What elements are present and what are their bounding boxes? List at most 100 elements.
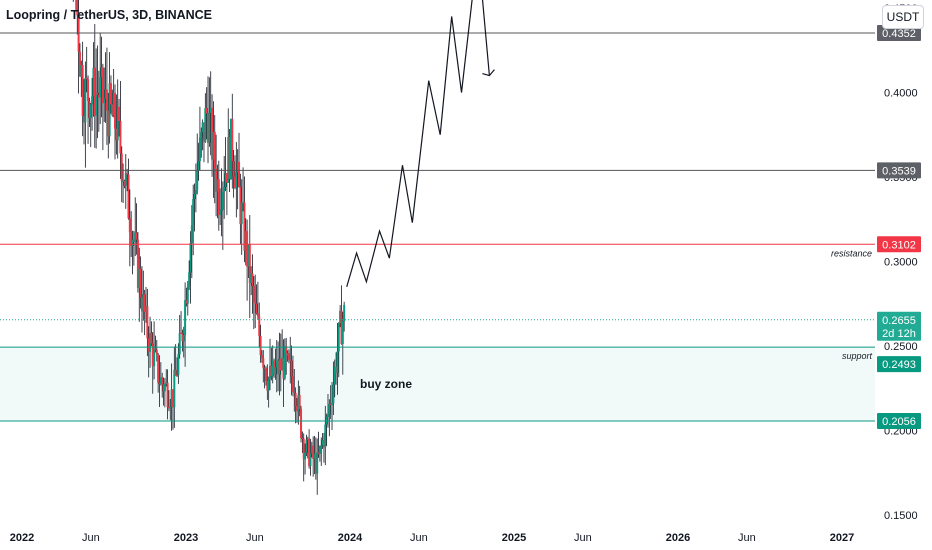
candle-body xyxy=(162,384,165,392)
candle-body xyxy=(326,414,329,417)
candle-body xyxy=(329,404,332,406)
candle-body xyxy=(112,92,115,116)
candle-body xyxy=(228,137,231,179)
x-tick-label: 2023 xyxy=(174,532,198,544)
candle-body xyxy=(93,67,96,116)
candle-body xyxy=(171,389,174,408)
level-note: resistance xyxy=(831,248,872,258)
candle-body xyxy=(134,232,137,242)
candle-body xyxy=(289,359,292,361)
candle-body xyxy=(109,83,112,105)
candle-body xyxy=(111,104,114,116)
price-axis: 0.70000.65000.60000.55000.50000.45000.40… xyxy=(884,3,918,522)
candle-body xyxy=(182,335,185,342)
candle-body xyxy=(201,122,204,133)
candle-body xyxy=(135,232,138,240)
candle-body xyxy=(235,172,238,188)
candle-body xyxy=(163,384,166,392)
candle-body xyxy=(88,101,91,118)
candle-body xyxy=(306,438,309,440)
candle-body xyxy=(114,92,117,129)
candle-body xyxy=(146,306,149,339)
candle-body xyxy=(219,210,222,216)
candle-body xyxy=(104,89,107,99)
candle-body xyxy=(197,161,200,171)
last-price-tag-bg xyxy=(877,311,921,341)
candle-body xyxy=(100,67,103,78)
candle-body xyxy=(290,360,293,377)
candle-body xyxy=(80,64,83,77)
candle-body xyxy=(165,382,168,385)
candle-body xyxy=(105,89,108,111)
candle-body xyxy=(328,404,331,415)
candle-body xyxy=(153,348,156,367)
candle-body xyxy=(188,272,191,287)
candle-body xyxy=(166,382,169,407)
candle-body xyxy=(238,161,241,187)
candle-body xyxy=(131,239,134,247)
projection-path xyxy=(346,0,495,288)
candle-body xyxy=(107,110,110,137)
candle-body xyxy=(176,375,179,377)
y-tick-label: 0.1500 xyxy=(884,510,918,522)
candle-body xyxy=(211,107,214,160)
candle-body xyxy=(262,358,265,368)
level-price-tag-bg xyxy=(877,236,921,253)
candle-body xyxy=(123,180,126,186)
y-tick-label: 0.4000 xyxy=(884,88,918,100)
projection-arrowhead xyxy=(482,69,495,77)
currency-button[interactable]: USDT xyxy=(882,5,924,29)
candle-body xyxy=(286,353,289,356)
candle-body xyxy=(192,199,195,226)
candle-body xyxy=(223,186,226,192)
level-price-tag: 0.2493 xyxy=(882,359,916,371)
horizontal-levels: resistance support xyxy=(0,32,875,422)
level-price-tag-bg xyxy=(877,162,921,179)
candle-body xyxy=(275,360,278,368)
candle-body xyxy=(239,186,242,225)
candle-body xyxy=(169,407,172,409)
buy-zone-area xyxy=(0,347,875,422)
candle-body xyxy=(150,332,153,344)
candle-body xyxy=(97,95,100,98)
candle-body xyxy=(295,406,298,412)
candle-body xyxy=(91,96,94,105)
candle-body xyxy=(180,332,183,334)
candle-body xyxy=(220,209,223,211)
candle-body xyxy=(147,338,150,352)
candle-body xyxy=(177,354,180,376)
x-tick-label: Jun xyxy=(738,532,756,544)
candle-body xyxy=(267,378,270,391)
candle-body xyxy=(287,353,290,360)
candle-body xyxy=(174,369,177,376)
candle-body xyxy=(279,358,282,371)
candle-body xyxy=(76,0,79,16)
candle-body xyxy=(309,453,312,467)
candle-body xyxy=(83,115,86,123)
x-tick-label: 2022 xyxy=(10,532,34,544)
candle-body xyxy=(308,438,311,467)
chart-title: Loopring / TetherUS, 3D, BINANCE xyxy=(6,8,213,22)
candle-body xyxy=(255,303,258,314)
candle-body xyxy=(246,231,249,267)
level-note: support xyxy=(842,351,873,361)
candle-body xyxy=(151,343,154,367)
candle-body xyxy=(260,355,263,359)
x-tick-label: Jun xyxy=(410,532,428,544)
candle-body xyxy=(259,335,262,356)
candle-body xyxy=(118,106,121,121)
candle-body xyxy=(240,202,243,225)
y-tick-label: 0.2500 xyxy=(884,341,918,353)
candle-body xyxy=(78,51,81,77)
candle-body xyxy=(140,297,143,312)
candle-body xyxy=(229,119,232,179)
level-price-tag: 0.3102 xyxy=(882,239,916,251)
candle-body xyxy=(285,346,288,356)
candle-body xyxy=(142,294,145,312)
candle-body xyxy=(99,77,102,98)
price-tags: 0.62890.52430.43520.35390.31020.24930.20… xyxy=(877,25,921,430)
candle-body xyxy=(310,445,313,454)
candle-body xyxy=(225,173,228,183)
candle-body xyxy=(126,173,129,175)
